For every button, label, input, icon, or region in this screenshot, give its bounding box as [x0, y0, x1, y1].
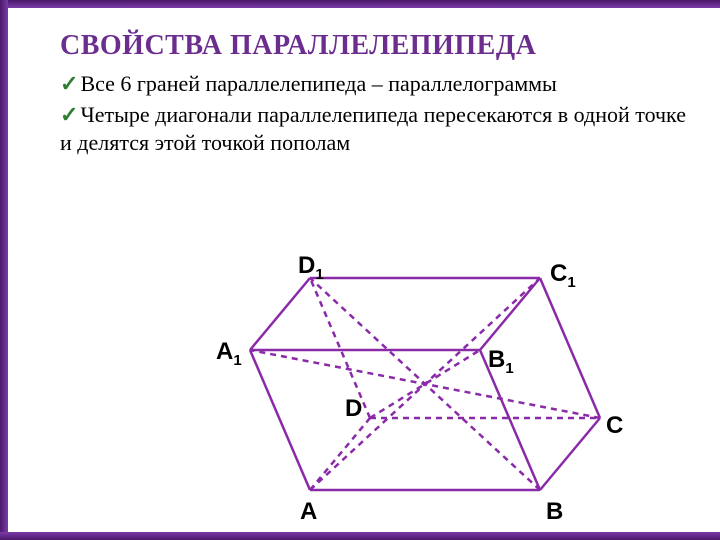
vertex-label: A — [300, 498, 317, 526]
parallelepiped-diagram: ABCDA1B1C1D1 — [230, 230, 630, 530]
check-icon: ✓ — [60, 70, 78, 99]
vertex-label: D — [345, 395, 362, 423]
slide-content: СВОЙСТВА ПАРАЛЛЕЛЕПИПЕДА ✓Все 6 граней п… — [60, 30, 690, 160]
vertex-label: B1 — [488, 346, 514, 377]
bullet-text: Четыре диагонали параллелепипеда пересек… — [60, 102, 686, 156]
bullet-item: ✓Четыре диагонали параллелепипеда пересе… — [60, 101, 690, 158]
bullet-list: ✓Все 6 граней параллелепипеда – параллел… — [60, 70, 690, 158]
slide-border-top — [0, 0, 720, 8]
vertex-label: C — [606, 412, 623, 440]
slide-border-left — [0, 0, 8, 540]
vertex-label: D1 — [298, 252, 324, 283]
bullet-item: ✓Все 6 граней параллелепипеда – параллел… — [60, 70, 690, 99]
vertex-label: A1 — [216, 338, 242, 369]
slide-border-bottom — [0, 532, 720, 540]
vertex-label: C1 — [550, 260, 576, 291]
bullet-text: Все 6 граней параллелепипеда – параллело… — [80, 71, 556, 96]
check-icon: ✓ — [60, 101, 78, 130]
slide-title: СВОЙСТВА ПАРАЛЛЕЛЕПИПЕДА — [60, 30, 690, 62]
vertex-label: B — [546, 498, 563, 526]
